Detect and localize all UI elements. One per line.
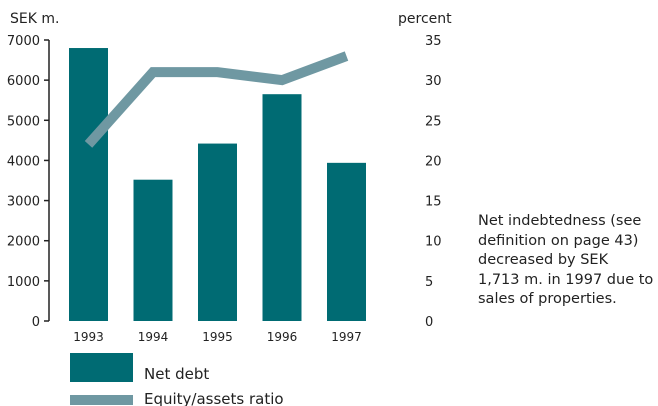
left-tick-label-3000: 3000 (7, 195, 40, 210)
right-tick-label-5: 5 (425, 275, 433, 290)
right-tick-label-30: 30 (425, 74, 442, 89)
net-debt-bar-1995 (198, 143, 237, 321)
net-debt-bar-1993 (69, 48, 108, 322)
left-tick-label-2000: 2000 (7, 235, 40, 250)
right-tick-label-25: 25 (425, 114, 442, 129)
category-label-1994: 1994 (138, 330, 169, 344)
left-tick-label-0: 0 (32, 315, 40, 330)
left-tick-label-4000: 4000 (7, 154, 40, 169)
net-debt-equity-chart: SEK m. percent 0 1000 2000 3000 4000 5000 6000… (7, 11, 452, 406)
left-tick-label-6000: 6000 (7, 74, 40, 89)
left-axis-label: SEK m. (10, 11, 59, 27)
right-tick-label-15: 15 (425, 195, 442, 210)
right-tick-label-0: 0 (425, 315, 433, 330)
right-tick-label-35: 35 (425, 34, 442, 49)
net-debt-bar-1997 (327, 162, 366, 321)
category-label-1997: 1997 (331, 330, 362, 344)
left-tick-label-5000: 5000 (7, 114, 40, 129)
right-axis-label: percent (398, 11, 452, 27)
net-debt-bar-1996 (262, 94, 302, 321)
net-debt-bar-1994 (133, 179, 173, 321)
category-label-1996: 1996 (267, 330, 298, 344)
chart-note: Net indebtedness (see definition on page… (478, 213, 654, 307)
category-label-1993: 1993 (73, 330, 104, 344)
equity-assets-ratio-line (84, 51, 349, 148)
legend-equity-ratio-swatch (70, 395, 133, 405)
left-tick-label-1000: 1000 (7, 275, 40, 290)
legend-net-debt-label: Net debt (144, 365, 209, 383)
right-tick-label-20: 20 (425, 154, 442, 169)
right-tick-label-10: 10 (425, 235, 442, 250)
legend-equity-ratio-label: Equity/assets ratio (144, 390, 284, 406)
legend-net-debt-swatch (70, 353, 133, 382)
left-tick-label-7000: 7000 (7, 34, 40, 49)
category-label-1995: 1995 (202, 330, 233, 344)
